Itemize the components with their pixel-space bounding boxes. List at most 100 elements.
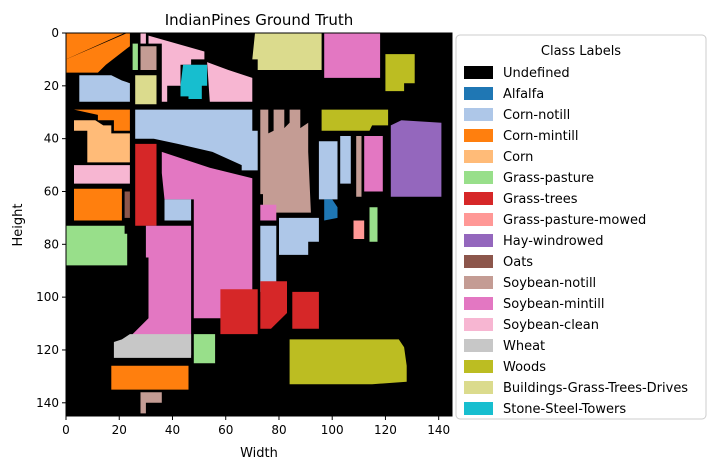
legend-entry-label: Grass-trees: [503, 192, 578, 207]
legend-entry-label: Alfalfa: [503, 87, 544, 102]
region-corn-notill: [79, 75, 130, 102]
region-hay-windrowed: [390, 120, 442, 197]
legend-entry-label: Hay-windrowed: [503, 234, 604, 249]
region-corn-mintill: [66, 33, 130, 73]
legend-entry-label: Soybean-notill: [503, 276, 596, 291]
region-buildings-grass-trees-drives: [135, 75, 157, 105]
legend-swatch: [464, 255, 493, 268]
region-oats: [124, 191, 130, 218]
x-tick-label: 60: [218, 423, 233, 437]
x-tick-label: 100: [321, 423, 344, 437]
y-tick-label: 20: [44, 79, 59, 93]
region-soybean-mintill: [132, 225, 192, 356]
region-corn-notill: [135, 109, 258, 171]
x-tick-label: 140: [427, 423, 450, 437]
region-corn-notill: [340, 136, 351, 184]
region-soybean-mintill: [161, 151, 253, 319]
legend-swatch: [464, 339, 493, 352]
region-corn-notill: [279, 217, 319, 255]
region-corn: [74, 120, 130, 163]
x-tick-label: 0: [62, 423, 70, 437]
legend-swatch: [464, 129, 493, 142]
legend-title: Class Labels: [541, 44, 621, 59]
region-soybean-clean: [207, 62, 253, 102]
legend-entry-label: Corn-mintill: [503, 129, 579, 144]
y-axis-label: Height: [11, 204, 26, 247]
legend: Class Labels Undefined Alfalfa Corn-notill…: [455, 34, 707, 420]
region-soybean-notill: [260, 109, 311, 213]
region-soybean-mintill: [324, 33, 381, 78]
region-soybean-notill: [140, 46, 157, 70]
region-woods: [289, 339, 407, 409]
legend-entry-label: Grass-pasture-mowed: [503, 213, 646, 228]
region-grass-trees: [135, 143, 157, 226]
region-grass-trees: [220, 289, 258, 335]
legend-swatch: [464, 171, 493, 184]
region-soybean-mintill: [364, 136, 383, 192]
region-soybean-clean: [148, 35, 205, 102]
legend-swatch: [464, 276, 493, 289]
region-soybean-notill: [356, 136, 362, 197]
y-tick-label: 80: [44, 237, 59, 251]
x-tick-label: 40: [165, 423, 180, 437]
x-axis-label: Width: [240, 446, 278, 461]
legend-entry-label: Woods: [503, 360, 546, 375]
x-tick-label: 80: [271, 423, 286, 437]
legend-frame: [455, 34, 707, 420]
legend-entry-label: Oats: [503, 255, 533, 270]
legend-swatch: [464, 234, 493, 247]
region-corn-mintill: [66, 33, 125, 60]
legend-entry-label: Buildings-Grass-Trees-Drives: [503, 381, 688, 396]
region-corn-mintill: [111, 365, 189, 390]
region-buildings-grass-trees-drives: [252, 33, 322, 70]
region-grass-pasture: [66, 225, 128, 266]
region-woods: [385, 54, 415, 92]
legend-entry-label: Corn: [503, 150, 533, 165]
legend-swatch: [464, 192, 493, 205]
legend-entry-label: Soybean-clean: [503, 318, 599, 333]
legend-entry-label: Stone-Steel-Towers: [503, 402, 626, 417]
plot-frame: [65, 32, 453, 417]
legend-entry-label: Soybean-mintill: [503, 297, 605, 312]
legend-swatch: [464, 297, 493, 310]
region-corn-mintill: [74, 188, 122, 221]
x-tick-label: 20: [112, 423, 127, 437]
region-wheat: [113, 334, 192, 358]
y-tick-label: 60: [44, 184, 59, 198]
region-grass-pasture: [369, 207, 378, 242]
region-corn-notill: [260, 225, 277, 292]
legend-swatch: [464, 381, 493, 394]
region-grass-trees: [292, 291, 319, 329]
legend-swatch: [464, 108, 493, 121]
region-soybean-notill: [140, 392, 162, 414]
region-grass-pasture: [193, 334, 216, 364]
legend-swatch: [464, 213, 493, 226]
region-grass-trees: [260, 281, 287, 329]
region-grass-pasture-mowed: [353, 220, 365, 239]
region-corn-notill: [164, 199, 192, 221]
legend-swatch: [464, 402, 493, 415]
legend-swatch: [464, 150, 493, 163]
x-tick-label: 120: [374, 423, 397, 437]
region-corn-notill: [318, 141, 338, 200]
chart-title: IndianPines Ground Truth: [165, 11, 353, 29]
legend-entry-label: Wheat: [503, 339, 545, 354]
legend-swatch: [464, 318, 493, 331]
region-alfalfa: [324, 199, 338, 221]
region-soybean-clean: [74, 165, 130, 184]
legend-entry-label: Grass-pasture: [503, 171, 594, 186]
y-tick-label: 100: [36, 290, 59, 304]
legend-swatch: [464, 66, 493, 79]
legend-swatch: [464, 87, 493, 100]
region-soybean-clean: [140, 33, 146, 44]
y-tick-label: 40: [44, 132, 59, 146]
legend-entry-label: Corn-notill: [503, 108, 570, 123]
region-grass-pasture: [132, 43, 138, 70]
y-tick-label: 120: [36, 343, 59, 357]
region-corn-mintill: [74, 109, 130, 131]
region-woods: [321, 109, 389, 131]
region-stone-steel-towers: [180, 64, 208, 99]
